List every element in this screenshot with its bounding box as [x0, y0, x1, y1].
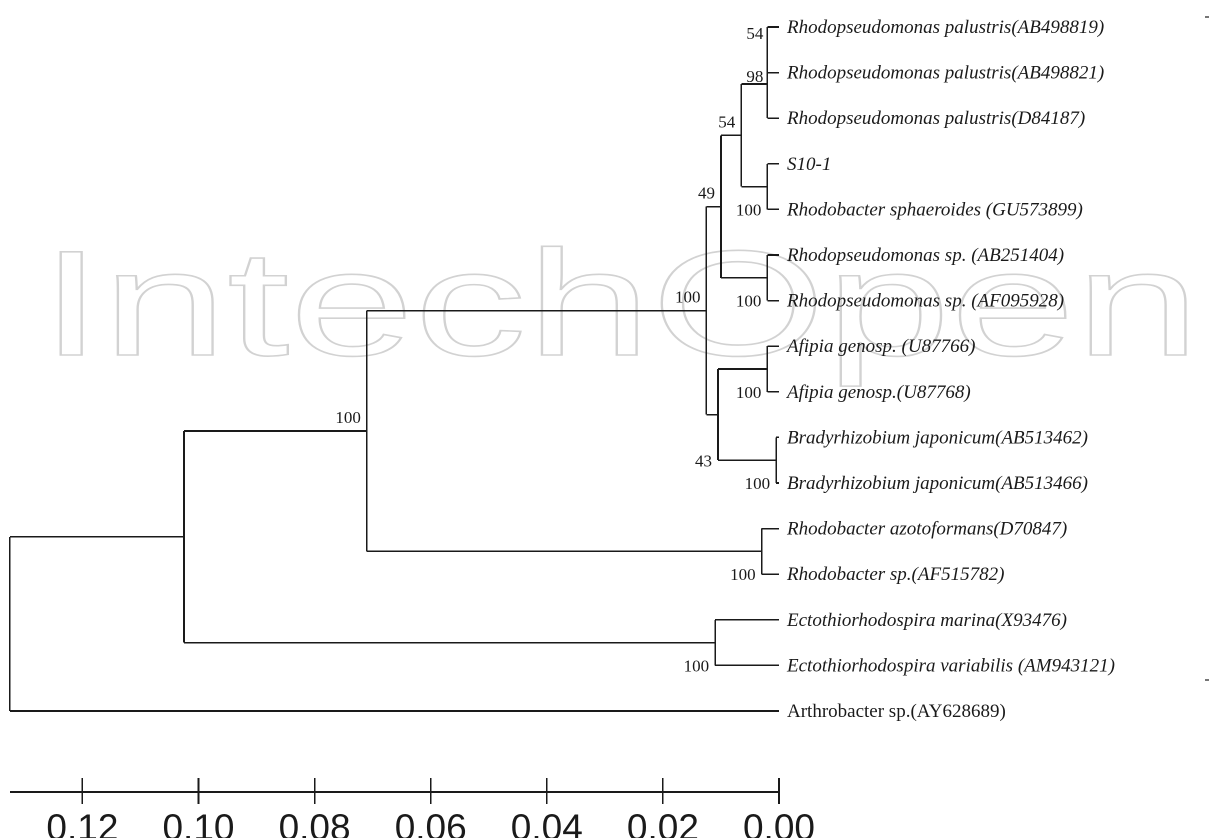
axis-tick-label: 0.02	[627, 807, 699, 838]
axis-tick-label: 0.10	[162, 807, 234, 838]
bootstrap-n_pal_s10: 54	[718, 112, 736, 131]
taxon-label-t15: Ectothiorhodospira variabilis (AM943121)	[786, 655, 1115, 676]
taxon-label-t16: Arthrobacter sp.(AY628689)	[787, 701, 1006, 722]
taxon-label-t14: Ectothiorhodospira marina(X93476)	[786, 610, 1067, 631]
bootstrap-n_afipia: 100	[736, 383, 762, 402]
taxon-label-t3: Rhodopseudomonas palustris(D84187)	[786, 108, 1085, 129]
bootstrap-n_rhodo: 49	[698, 184, 715, 203]
axis-tick-label: 0.00	[743, 807, 815, 838]
taxon-labels: Rhodopseudomonas palustris(AB498819) Rhod…	[785, 17, 1115, 722]
tree-branches	[9, 26, 779, 712]
bootstrap-n_pal12: 54	[746, 24, 764, 43]
axis-tick-label: 0.06	[395, 807, 467, 838]
taxon-label-t4: S10-1	[787, 154, 831, 175]
bootstrap-n_rsp: 100	[736, 292, 762, 311]
watermark-text: IntechOpen	[40, 219, 1200, 387]
taxon-label-t10: Bradyrhizobium japonicum(AB513462)	[787, 427, 1088, 448]
bootstrap-n_alpha_rb: 100	[335, 408, 361, 427]
bootstrap-n_afi_bra: 43	[695, 452, 712, 471]
scale-axis: 0.12 0.10 0.08 0.06 0.04 0.02 0.00	[10, 778, 815, 838]
bootstrap-n_alpha: 100	[675, 288, 701, 307]
taxon-label-t12: Rhodobacter azotoformans(D70847)	[786, 519, 1067, 540]
taxon-label-t13: Rhodobacter sp.(AF515782)	[786, 564, 1004, 585]
bootstrap-n_ecto: 100	[684, 656, 710, 675]
bootstrap-n_rb: 100	[730, 565, 756, 584]
taxon-label-t2: Rhodopseudomonas palustris(AB498821)	[786, 63, 1104, 84]
taxon-label-t11: Bradyrhizobium japonicum(AB513466)	[787, 473, 1088, 494]
bootstrap-values: 54 98 100 54 100 49 100 100 43 100 100 100 100	[335, 24, 770, 675]
bootstrap-n_s10: 100	[736, 200, 762, 219]
taxon-label-t6: Rhodopseudomonas sp. (AB251404)	[786, 245, 1064, 266]
taxon-label-t7: Rhodopseudomonas sp. (AF095928)	[786, 291, 1064, 312]
axis-tick-label: 0.12	[46, 807, 118, 838]
taxon-label-t1: Rhodopseudomonas palustris(AB498819)	[786, 17, 1104, 38]
taxon-label-t8: Afipia genosp. (U87766)	[785, 336, 975, 357]
taxon-label-t9: Afipia genosp.(U87768)	[785, 382, 971, 403]
axis-tick-label: 0.04	[511, 807, 583, 838]
taxon-label-t5: Rhodobacter sphaeroides (GU573899)	[786, 199, 1083, 220]
axis-tick-label: 0.08	[279, 807, 351, 838]
bootstrap-n_pal: 98	[746, 67, 763, 86]
bootstrap-n_brady: 100	[745, 474, 771, 493]
